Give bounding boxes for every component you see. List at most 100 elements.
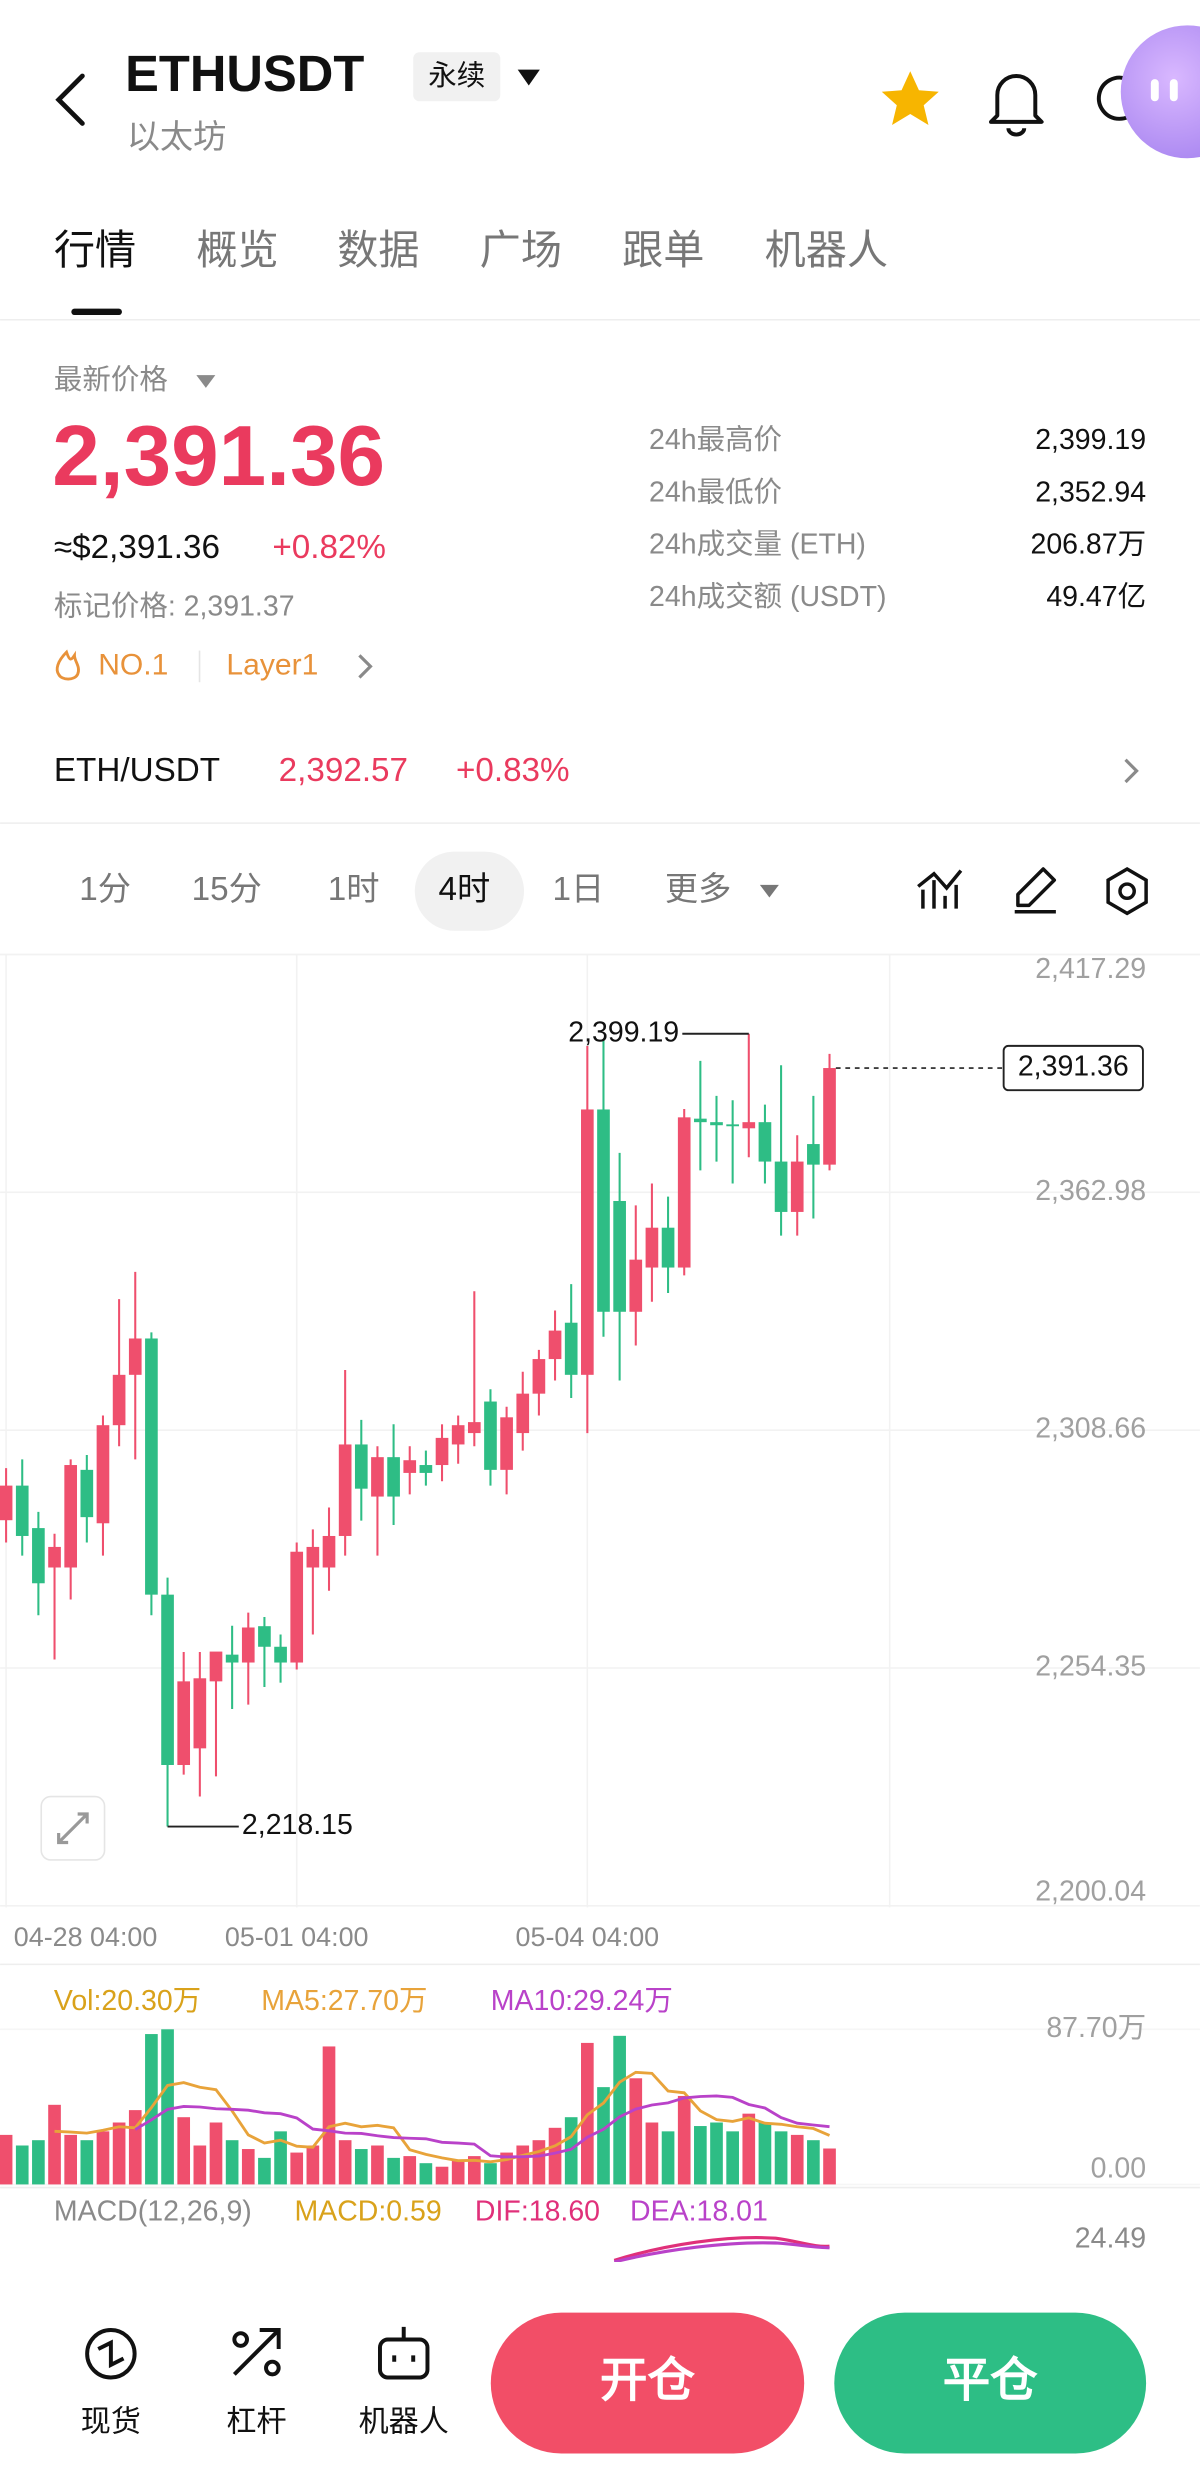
candle-body bbox=[548, 1330, 562, 1360]
last-price: 2,391.36 bbox=[52, 409, 385, 504]
interval[interactable]: 1日 bbox=[553, 871, 605, 908]
macd-value: MACD:0.59 bbox=[294, 2195, 441, 2227]
y-tick-label: 2,308.66 bbox=[1035, 1413, 1146, 1445]
max-marker-label: 2,399.19 bbox=[568, 1016, 679, 1048]
candle-body bbox=[128, 1338, 142, 1375]
candle-body bbox=[500, 1417, 513, 1470]
candle-body bbox=[629, 1259, 643, 1312]
chevron[interactable] bbox=[1124, 758, 1139, 784]
last-price-label: 2,391.36 bbox=[1018, 1051, 1129, 1083]
nav-label[interactable]: 机器人 bbox=[359, 2405, 449, 2438]
volume-bar bbox=[435, 2166, 449, 2185]
volume-bar bbox=[645, 2122, 659, 2185]
volume-bar bbox=[597, 2087, 610, 2185]
volume-bar bbox=[161, 2029, 174, 2185]
ma-lines bbox=[54, 2070, 831, 2164]
chevron[interactable] bbox=[358, 654, 373, 679]
candle-body bbox=[597, 1109, 610, 1312]
interval[interactable]: 1分 bbox=[79, 871, 131, 908]
tab-bar: 行情 概览 数据 广场 跟单 机器人 bbox=[54, 227, 888, 315]
candle-body bbox=[677, 1117, 691, 1268]
back-button[interactable] bbox=[55, 73, 85, 126]
stat-value: 49.47亿 bbox=[1046, 581, 1146, 613]
close-button[interactable] bbox=[834, 2312, 1147, 2454]
candle-body bbox=[726, 1124, 739, 1127]
candle-body bbox=[64, 1465, 78, 1568]
assistant-bubble[interactable] bbox=[1120, 25, 1200, 159]
interval[interactable]: 1时 bbox=[328, 871, 380, 908]
volume-bar bbox=[548, 2127, 562, 2185]
macd-lines bbox=[613, 2236, 830, 2262]
volume-bar bbox=[48, 2104, 61, 2185]
volume-legend: Vol:20.30万 bbox=[54, 1985, 201, 2017]
tab[interactable]: 行情 bbox=[54, 227, 136, 273]
interval[interactable]: 4时 bbox=[439, 871, 491, 908]
dropdown-arrow[interactable] bbox=[196, 375, 216, 388]
candle-body bbox=[645, 1227, 659, 1268]
candle-body bbox=[225, 1654, 239, 1663]
dropdown-arrow[interactable] bbox=[517, 69, 540, 86]
spot-icon bbox=[97, 2339, 125, 2369]
dropdown-arrow[interactable] bbox=[759, 884, 779, 898]
y-tick-label: 0.00 bbox=[1091, 2153, 1146, 2185]
macd-dif: DIF:18.60 bbox=[475, 2195, 600, 2227]
candle-body bbox=[435, 1437, 449, 1466]
margin-icon bbox=[264, 2359, 281, 2377]
volume-bar bbox=[726, 2131, 739, 2185]
spot-pair[interactable]: ETH/USDT bbox=[54, 752, 220, 789]
volume-bar bbox=[371, 2145, 384, 2185]
volume-bar bbox=[306, 2145, 320, 2185]
candle-body bbox=[290, 1551, 304, 1663]
tab[interactable]: 机器人 bbox=[765, 227, 888, 273]
volume-bar bbox=[0, 2134, 13, 2185]
macd-tick: 24.49 bbox=[1075, 2222, 1146, 2254]
stat-value: 2,399.19 bbox=[1035, 424, 1146, 456]
candle-body bbox=[403, 1460, 417, 1473]
candle-body bbox=[322, 1535, 336, 1568]
volume-bar bbox=[64, 2134, 78, 2185]
nav-label[interactable]: 杠杆 bbox=[226, 2405, 286, 2438]
spot-price: 2,392.57 bbox=[279, 752, 408, 789]
margin-icon[interactable] bbox=[232, 2328, 281, 2376]
tab[interactable]: 概览 bbox=[196, 227, 278, 273]
tab[interactable]: 跟单 bbox=[622, 227, 704, 273]
candle-body bbox=[177, 1681, 191, 1765]
badge[interactable]: 永续 bbox=[428, 60, 485, 92]
rank[interactable]: NO.1 bbox=[98, 648, 168, 681]
hot-icon bbox=[55, 649, 80, 681]
alert-icon[interactable] bbox=[988, 74, 1044, 137]
indicator-icon[interactable] bbox=[917, 869, 963, 909]
candle-body bbox=[516, 1393, 530, 1434]
volume-bar bbox=[774, 2131, 788, 2185]
volume-bar bbox=[96, 2131, 110, 2185]
y-tick-label: 87.70万 bbox=[1046, 2012, 1146, 2044]
tab[interactable]: 数据 bbox=[337, 227, 419, 273]
candle-body bbox=[354, 1444, 368, 1489]
expand-icon bbox=[57, 1812, 89, 1845]
candle-body bbox=[532, 1359, 546, 1394]
favorite-icon[interactable] bbox=[881, 71, 939, 126]
open-button[interactable] bbox=[490, 2312, 805, 2454]
stat-label: 24h最低价 bbox=[649, 476, 782, 508]
ma-line bbox=[134, 2094, 830, 2159]
volume-bar bbox=[532, 2140, 546, 2185]
nav-label[interactable]: 现货 bbox=[81, 2405, 141, 2438]
candle-body bbox=[710, 1122, 723, 1126]
interval[interactable]: 15分 bbox=[192, 871, 262, 908]
volume-bar bbox=[258, 2157, 271, 2185]
tag[interactable]: Layer1 bbox=[226, 648, 318, 681]
volume-legend: MA5:27.70万 bbox=[261, 1985, 427, 2017]
volume-bar bbox=[338, 2140, 352, 2185]
candle-body bbox=[145, 1338, 158, 1595]
assistant-eye bbox=[1169, 79, 1178, 102]
interval[interactable]: 更多 bbox=[665, 871, 731, 908]
volume-bar bbox=[209, 2122, 223, 2185]
settings-icon[interactable] bbox=[1106, 867, 1148, 916]
volume-bar bbox=[274, 2131, 287, 2185]
candle-body bbox=[774, 1161, 788, 1212]
draw-icon[interactable] bbox=[1014, 867, 1057, 914]
spot-icon[interactable] bbox=[85, 2328, 137, 2380]
price-label: 最新价格 bbox=[54, 364, 168, 396]
candle-body bbox=[32, 1528, 45, 1584]
tab[interactable]: 广场 bbox=[480, 227, 562, 273]
